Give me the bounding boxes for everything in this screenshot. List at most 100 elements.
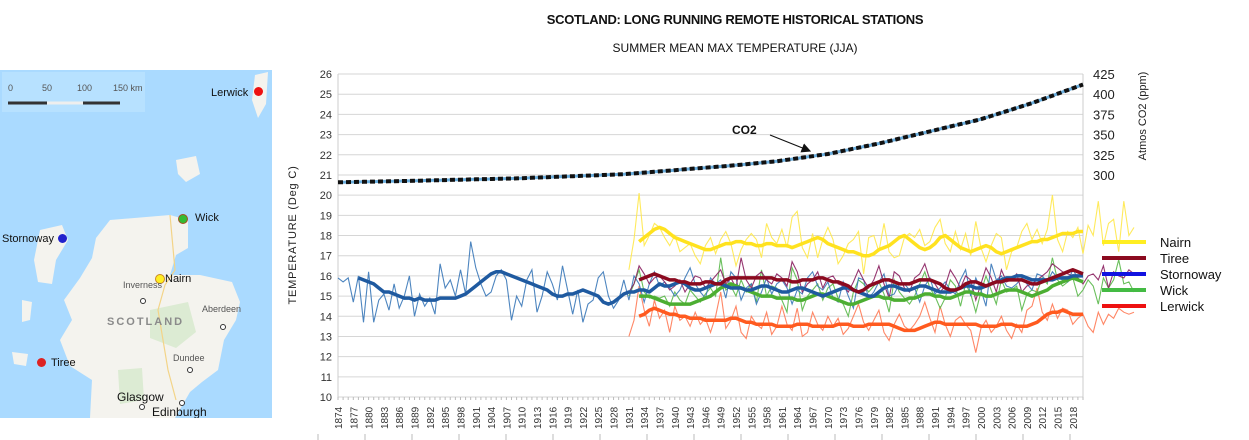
y2-axis-label: Atmos CO2 (ppm) (1137, 72, 1149, 161)
raw-series-lines (337, 193, 1135, 353)
legend-item-wick: Wick (1102, 282, 1221, 298)
legend-item-lerwick: Lerwick (1102, 298, 1221, 314)
station-label-tiree: Tiree (51, 357, 76, 369)
smooth-line-lerwick (638, 306, 1083, 333)
x-tick-label: 1982 (885, 406, 896, 429)
x-tick-label: 1958 (763, 406, 774, 429)
x-tick-label: 2006 (1008, 406, 1019, 429)
y2-tick-label: 300 (1093, 168, 1115, 183)
y-tick-label: 23 (320, 130, 332, 142)
co2-annotation-arrow (769, 134, 812, 153)
x-tick-label: 1937 (655, 406, 666, 429)
x-tick-label: 1913 (533, 406, 544, 429)
y-tick-label: 19 (320, 210, 332, 222)
x-tick-label: 1991 (931, 406, 942, 429)
x-tick-label: 1922 (579, 406, 590, 429)
y-tick-label: 21 (320, 170, 332, 182)
station-map: 0 50 100 150 km Lerwick Wick Stornoway N… (0, 70, 272, 418)
city-label-glasgow: Glasgow (117, 390, 164, 404)
station-label-wick: Wick (195, 212, 219, 224)
x-tick-label: 1952 (732, 406, 743, 429)
y-tick-label: 17 (320, 251, 332, 263)
y2-tick-label: 375 (1093, 107, 1115, 122)
y-tick-label: 22 (320, 150, 332, 162)
legend-swatch (1102, 256, 1146, 260)
city-label-inverness: Inverness (123, 280, 163, 290)
y-tick-label: 14 (320, 311, 332, 323)
x-tick-label: 1910 (518, 406, 529, 429)
x-tick-label: 2009 (1023, 406, 1034, 429)
scale-label: 150 km (113, 83, 143, 93)
x-tick-label: 1928 (610, 406, 621, 429)
y2-tick-label: 350 (1093, 128, 1115, 143)
x-tick-label: 1997 (962, 406, 973, 429)
x-tick-label: 1901 (472, 406, 483, 429)
x-tick-label: 1889 (411, 406, 422, 429)
legend-label: Wick (1160, 282, 1189, 298)
legend-label: Stornoway (1160, 266, 1222, 282)
x-tick-label: 1979 (870, 406, 881, 429)
y2-tick-label: 400 (1093, 87, 1115, 102)
scale-label: 50 (42, 83, 53, 93)
y2-axis-ticks: 300 325 350 375 400 425 (1093, 67, 1115, 183)
station-label-stornoway: Stornoway (2, 233, 54, 245)
gridlines (337, 73, 1084, 398)
x-tick-label: 2003 (992, 406, 1003, 429)
city-label-dundee: Dundee (173, 353, 205, 363)
legend-swatch (1102, 240, 1146, 244)
y2-tick-label: 425 (1093, 67, 1115, 82)
x-tick-label: 1925 (594, 406, 605, 429)
scale-label: 0 (8, 83, 14, 93)
co2-line (337, 82, 1084, 185)
station-dot-wick (178, 214, 188, 224)
x-tick-label: 1967 (809, 406, 820, 429)
y-axis-label: TEMPERATURE (Deg C) (287, 165, 299, 304)
map-land (2, 72, 268, 418)
x-tick-label: 1874 (334, 406, 345, 429)
raw-line-nairn (628, 193, 1135, 274)
station-label-lerwick: Lerwick (211, 87, 249, 99)
x-tick-label: 2015 (1053, 406, 1064, 429)
co2-annotation: CO2 (732, 123, 757, 137)
x-tick-label: 1973 (839, 406, 850, 429)
y-tick-label: 16 (320, 271, 332, 283)
legend-item-nairn: Nairn (1102, 234, 1221, 250)
y-tick-label: 25 (320, 89, 332, 101)
x-tick-label: 1964 (793, 406, 804, 429)
legend-swatch (1102, 288, 1146, 292)
x-tick-label: 2000 (977, 406, 988, 429)
x-tick-label: 1895 (441, 406, 452, 429)
x-tick-label: 1961 (778, 406, 789, 429)
station-label-nairn: Nairn (165, 273, 192, 285)
chart-subtitle: SUMMER MEAN MAX TEMPERATURE (JJA) (612, 41, 858, 55)
city-label-edinburgh: Edinburgh (152, 405, 207, 418)
legend-label: Nairn (1160, 234, 1192, 250)
legend-swatch (1102, 272, 1146, 276)
x-tick-label: 1886 (395, 406, 406, 429)
x-tick-label: 1988 (916, 406, 927, 429)
raw-line-tiree (628, 257, 1135, 303)
y-tick-label: 12 (320, 352, 332, 364)
y-tick-label: 20 (320, 190, 332, 202)
station-dot-lerwick (254, 87, 263, 96)
co2-line (337, 82, 1084, 185)
region-label: SCOTLAND (107, 316, 185, 328)
y-tick-label: 24 (320, 109, 332, 121)
x-tick-label: 1880 (365, 406, 376, 429)
x-tick-label: 1907 (502, 406, 513, 429)
smooth-line-wick (639, 276, 1084, 306)
smoothed-series-lines (357, 225, 1084, 333)
y-tick-label: 18 (320, 231, 332, 243)
x-tick-label: 1916 (548, 406, 559, 429)
x-tick-label: 1994 (946, 406, 957, 429)
x-tick-label: 1892 (426, 406, 437, 429)
legend-swatch (1102, 304, 1146, 308)
chart-title: SCOTLAND: LONG RUNNING REMOTE HISTORICAL… (546, 12, 924, 27)
x-tick-label: 1976 (854, 406, 865, 429)
x-tick-label: 1931 (625, 406, 636, 429)
scale-label: 100 (77, 83, 93, 93)
y-tick-label: 15 (320, 291, 332, 303)
x-tick-label: 1943 (686, 406, 697, 429)
x-tick-label: 1946 (701, 406, 712, 429)
y-tick-label: 13 (320, 331, 332, 343)
